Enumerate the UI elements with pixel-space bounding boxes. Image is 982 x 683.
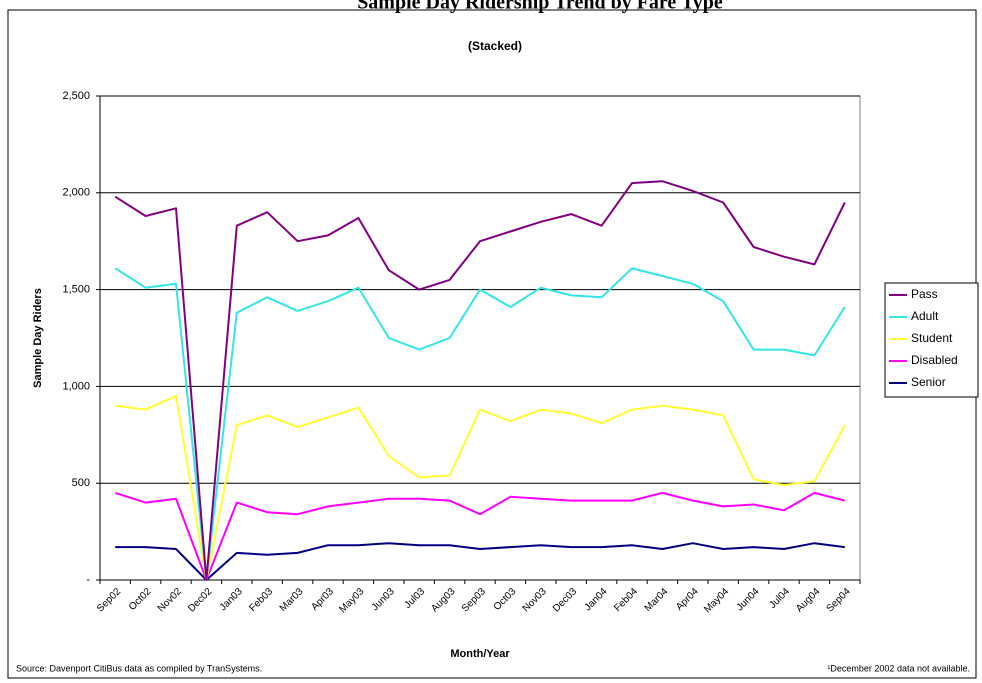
y-tick-label: 2,500 <box>62 90 90 102</box>
x-axis-label: Month/Year <box>450 648 510 660</box>
chart-subtitle: (Stacked) <box>468 39 522 53</box>
legend-label: Disabled <box>911 353 958 367</box>
y-tick-label: 2,000 <box>62 187 90 199</box>
legend-label: Senior <box>911 375 946 389</box>
series-line <box>115 395 846 581</box>
legend-label: Adult <box>911 309 939 323</box>
series-line <box>114 267 846 581</box>
y-tick-label: 500 <box>72 477 90 489</box>
y-tick-label: - <box>86 574 90 586</box>
legend-label: Student <box>911 331 953 345</box>
series-line <box>114 180 846 581</box>
y-tick-label: 1,000 <box>62 380 90 392</box>
series-line <box>114 491 846 581</box>
legend-label: Pass <box>911 287 938 301</box>
chart-title: Sample Day Ridership Trend by Fare Type <box>357 0 723 14</box>
series-line <box>115 542 845 581</box>
footnote: ¹December 2002 data not available. <box>827 663 970 673</box>
source-note: Source: Davenport CitiBus data as compil… <box>16 663 262 673</box>
y-tick-label: 1,500 <box>62 284 90 296</box>
y-axis-label: Sample Day Riders <box>32 288 44 388</box>
chart-border <box>7 9 977 679</box>
